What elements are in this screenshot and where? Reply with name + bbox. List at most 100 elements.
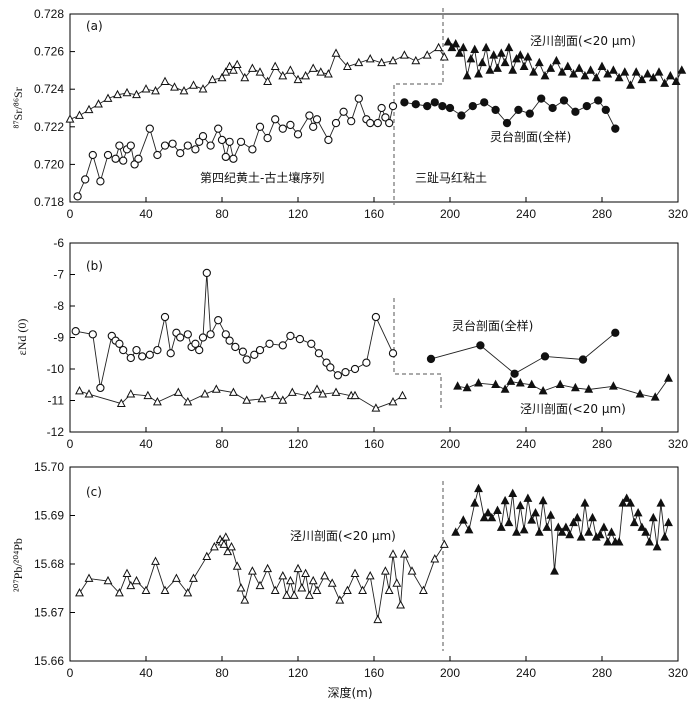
data-point [594, 96, 603, 105]
data-point [580, 498, 590, 507]
data-point [103, 150, 113, 160]
annotation-quaternary-loess: 第四纪黄土-古土壤序列 [200, 170, 324, 185]
data-point [171, 573, 181, 582]
data-point [569, 517, 578, 527]
panel-a: (a) ⁸⁷Sr/⁸⁶Sr 泾川剖面(<20 μm) 灵台剖面(全样) 第四纪黄… [11, 7, 688, 221]
data-point [555, 379, 565, 389]
data-point [641, 527, 651, 536]
data-point [479, 512, 489, 522]
data-point [305, 111, 314, 120]
y-tick-label: -11 [48, 394, 65, 408]
data-point [451, 527, 461, 536]
data-point [648, 72, 658, 82]
data-point [228, 65, 238, 74]
data-point [438, 101, 447, 111]
y-tick-label: 15.68 [34, 557, 64, 571]
data-point [285, 65, 295, 74]
data-point [371, 403, 381, 412]
data-point [228, 387, 238, 396]
data-point [122, 568, 132, 577]
panel-b-marks [71, 268, 673, 412]
data-point [232, 561, 242, 570]
data-point [523, 52, 533, 61]
data-point [485, 65, 495, 74]
panel-c-label: (c) [86, 485, 102, 499]
x-tick-label: 40 [139, 207, 153, 221]
data-point [595, 529, 605, 539]
series-line [457, 378, 669, 398]
data-point [411, 100, 420, 109]
data-point [285, 575, 295, 585]
data-point [282, 590, 292, 599]
data-point [141, 84, 151, 93]
data-point [160, 141, 170, 150]
boundary-dashed-line [393, 8, 444, 205]
data-point [565, 529, 575, 539]
data-point [293, 563, 303, 573]
data-point [591, 72, 601, 82]
data-point [607, 527, 616, 536]
data-point [289, 590, 299, 599]
data-point [529, 67, 539, 76]
data-point [293, 130, 303, 139]
data-point [286, 331, 295, 341]
data-point [114, 588, 124, 597]
data-point [557, 527, 567, 536]
data-point [608, 381, 618, 390]
data-point [588, 512, 597, 522]
panel-b-label: (b) [86, 259, 103, 273]
data-point [373, 118, 382, 128]
data-point [293, 74, 303, 84]
data-point [183, 330, 192, 339]
data-point [385, 118, 394, 128]
x-tick-label: 120 [288, 207, 308, 221]
series-line [79, 537, 445, 620]
data-point [462, 70, 472, 80]
data-point [151, 86, 160, 95]
data-point [458, 515, 468, 524]
x-tick-label: 160 [364, 437, 384, 451]
data-point [491, 379, 501, 389]
annotation-lingtai: 灵台剖面(全样) [452, 318, 533, 333]
data-point [183, 141, 192, 150]
data-point [73, 192, 82, 201]
data-point [354, 94, 363, 103]
data-point [145, 350, 154, 359]
data-point [263, 133, 272, 143]
data-point [312, 585, 322, 594]
data-point [563, 61, 573, 70]
data-point [198, 333, 208, 342]
data-point [531, 508, 540, 517]
data-point [84, 573, 94, 582]
data-point [631, 67, 641, 76]
data-point [506, 376, 516, 385]
x-tick-label: 80 [215, 437, 229, 451]
data-point [297, 583, 307, 592]
data-point [373, 614, 383, 624]
data-point [221, 67, 231, 76]
data-point [342, 61, 352, 70]
data-point [195, 137, 204, 146]
data-point [548, 103, 557, 113]
data-point [257, 393, 267, 403]
data-point [341, 367, 350, 377]
data-point [445, 103, 455, 113]
data-point [326, 363, 335, 372]
data-point [103, 575, 113, 585]
x-tick-label: 0 [67, 666, 74, 680]
data-point [301, 70, 311, 80]
data-point [496, 48, 506, 57]
x-tick-label: 320 [668, 207, 688, 221]
y-tick-label: 0.726 [34, 45, 64, 59]
data-point [209, 541, 219, 551]
data-point [270, 61, 280, 70]
data-point [542, 522, 552, 531]
data-point [500, 495, 510, 505]
x-tick-label: 160 [364, 207, 384, 221]
data-point [126, 353, 135, 363]
y-tick-label: 0.724 [34, 82, 64, 96]
data-point [654, 67, 664, 76]
data-point [263, 563, 273, 573]
data-point [635, 389, 645, 398]
x-tick-label: 80 [215, 207, 229, 221]
